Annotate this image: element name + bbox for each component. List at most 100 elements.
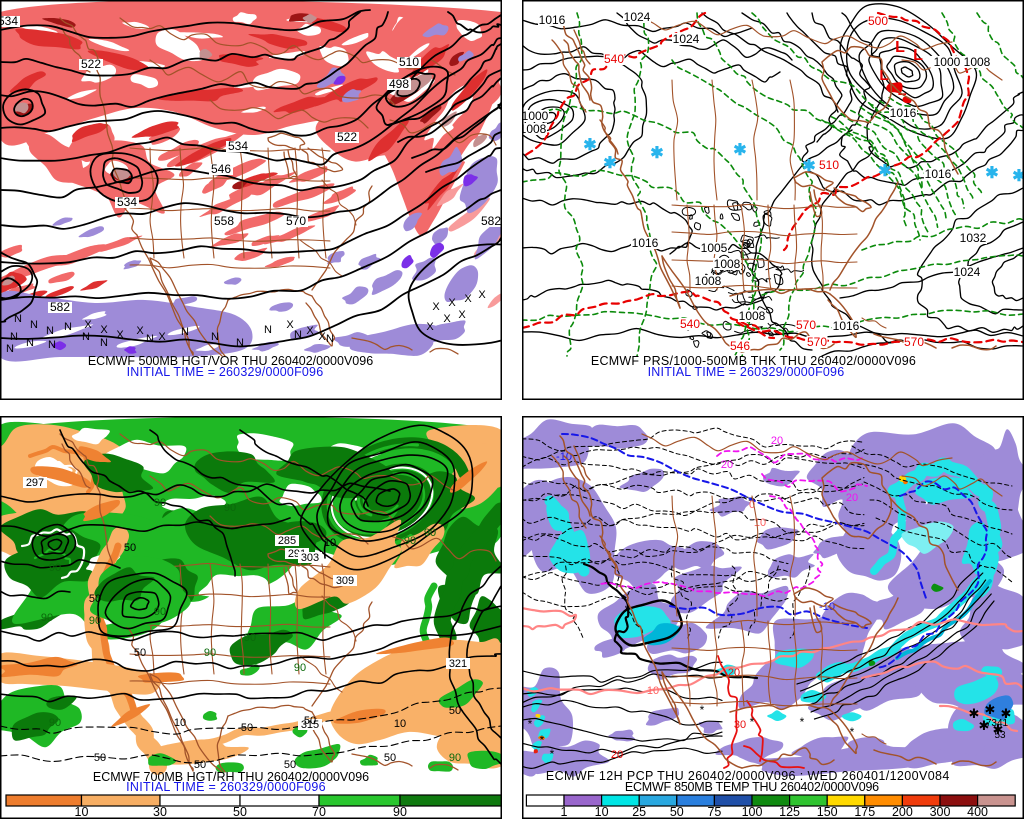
svg-text:534: 534 (228, 139, 248, 153)
svg-text:10: 10 (394, 718, 406, 730)
svg-text:546: 546 (211, 162, 231, 176)
svg-text:L: L (879, 67, 888, 84)
svg-text:546: 546 (730, 339, 750, 353)
svg-text:90: 90 (41, 612, 53, 624)
svg-text:510: 510 (399, 55, 419, 69)
svg-text:125: 125 (779, 805, 800, 819)
svg-text:X: X (448, 297, 456, 309)
svg-text:✱: ✱ (650, 145, 663, 162)
svg-text:N: N (211, 331, 219, 343)
svg-text:1016: 1016 (632, 236, 659, 250)
svg-text:X: X (443, 313, 451, 325)
svg-text:N: N (10, 331, 18, 343)
svg-text:✱: ✱ (733, 142, 746, 159)
svg-text:582: 582 (50, 300, 70, 314)
svg-text:150: 150 (817, 805, 838, 819)
svg-text:N: N (181, 326, 189, 338)
svg-text:1016: 1016 (890, 106, 917, 120)
svg-text:10: 10 (75, 805, 89, 819)
svg-text:90: 90 (393, 805, 407, 819)
svg-text:400: 400 (967, 805, 988, 819)
svg-text:321: 321 (449, 658, 467, 670)
svg-text:50: 50 (384, 752, 396, 764)
svg-text:X: X (306, 325, 314, 337)
svg-text:20: 20 (771, 435, 783, 447)
svg-text:175: 175 (854, 805, 875, 819)
svg-text:50: 50 (134, 647, 146, 659)
svg-text:✱: ✱ (802, 158, 815, 175)
svg-text:✱: ✱ (969, 706, 980, 721)
svg-text:X: X (464, 293, 472, 305)
svg-text:1024: 1024 (673, 32, 700, 46)
svg-text:N: N (82, 331, 90, 343)
svg-text:90: 90 (224, 502, 236, 514)
svg-text:570: 570 (286, 214, 306, 228)
svg-text:X: X (100, 324, 108, 336)
svg-text:522: 522 (81, 57, 101, 71)
svg-text:N: N (26, 337, 34, 349)
svg-text:N: N (6, 343, 14, 355)
svg-text:*: * (750, 715, 755, 729)
svg-text:50: 50 (284, 759, 296, 771)
svg-text:50: 50 (304, 715, 316, 727)
svg-text:90: 90 (204, 647, 216, 659)
svg-text:534: 534 (0, 14, 18, 28)
svg-text:7341: 7341 (986, 718, 1009, 729)
svg-text:X: X (136, 325, 144, 337)
svg-text:✱: ✱ (1001, 706, 1012, 721)
svg-text:*: * (540, 733, 545, 747)
svg-text:90: 90 (49, 717, 61, 729)
svg-text:1008: 1008 (714, 257, 741, 271)
svg-text:500: 500 (868, 14, 888, 28)
svg-text:50: 50 (233, 805, 247, 819)
svg-text:X: X (116, 329, 124, 341)
svg-text:534: 534 (117, 195, 137, 209)
svg-text:N: N (264, 324, 272, 336)
svg-text:N: N (236, 337, 244, 349)
svg-text:1024: 1024 (954, 265, 981, 279)
svg-text:570: 570 (796, 318, 816, 332)
svg-text:53: 53 (994, 730, 1006, 741)
svg-text:N: N (294, 329, 302, 341)
svg-text:N: N (30, 319, 38, 331)
svg-text:90: 90 (244, 632, 256, 644)
svg-text:✱: ✱ (979, 718, 990, 733)
svg-text:N: N (146, 333, 154, 345)
svg-text:522: 522 (337, 130, 357, 144)
svg-text:10: 10 (174, 717, 186, 729)
svg-text:90: 90 (404, 535, 416, 547)
svg-text:582: 582 (481, 214, 501, 228)
svg-text:70: 70 (312, 805, 326, 819)
svg-text:50: 50 (670, 805, 684, 819)
svg-text:90: 90 (294, 662, 306, 674)
svg-text:20: 20 (721, 459, 733, 471)
svg-text:0: 0 (749, 499, 755, 511)
svg-text:200: 200 (892, 805, 913, 819)
svg-text:90: 90 (89, 615, 101, 627)
svg-text:10: 10 (647, 685, 659, 697)
svg-text:20: 20 (728, 667, 740, 679)
svg-text:50: 50 (194, 759, 206, 771)
svg-text:X: X (318, 331, 326, 343)
svg-text:90: 90 (424, 527, 436, 539)
svg-text:50: 50 (124, 542, 136, 554)
svg-text:✱: ✱ (985, 702, 996, 717)
svg-text:✱: ✱ (878, 163, 891, 180)
svg-text:25: 25 (632, 805, 646, 819)
svg-text:1: 1 (561, 805, 568, 819)
svg-text:20: 20 (611, 749, 623, 761)
svg-text:300: 300 (930, 805, 951, 819)
svg-text:X: X (458, 309, 466, 321)
svg-text:510: 510 (819, 158, 839, 172)
svg-text:L: L (913, 47, 923, 64)
svg-text:10: 10 (595, 805, 609, 819)
svg-text:✱: ✱ (603, 155, 616, 172)
svg-text:90: 90 (154, 497, 166, 509)
svg-text:20: 20 (846, 492, 858, 504)
svg-text:1024: 1024 (624, 10, 651, 24)
svg-text:90: 90 (49, 562, 61, 574)
svg-text:✱: ✱ (583, 137, 596, 154)
svg-text:1000 1008: 1000 1008 (934, 55, 991, 69)
svg-text:50: 50 (449, 705, 461, 717)
svg-text:1016: 1016 (539, 13, 566, 27)
